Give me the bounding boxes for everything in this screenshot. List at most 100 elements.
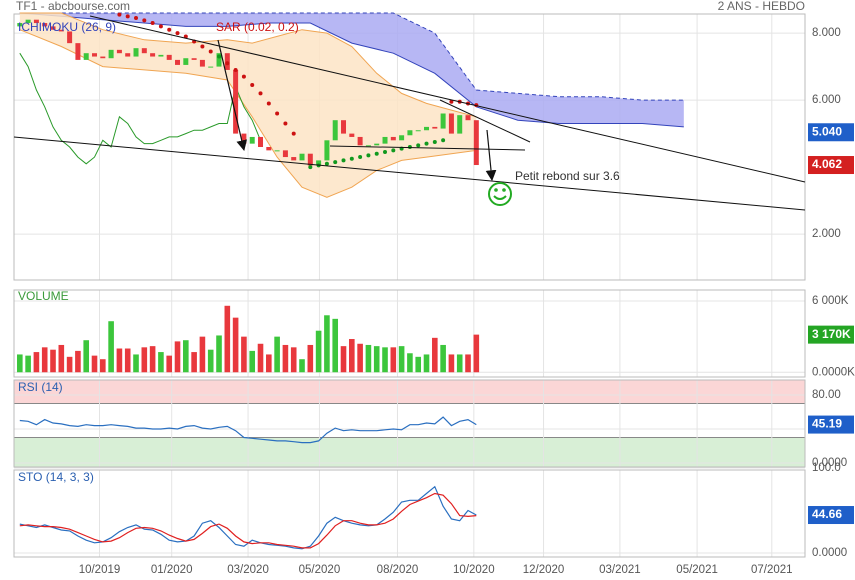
sar-dot — [134, 16, 139, 21]
last-value-label: 45.19 — [812, 417, 842, 431]
sar-dot — [349, 156, 354, 161]
candle — [349, 133, 355, 137]
last-value-box — [808, 156, 854, 175]
candle — [399, 135, 405, 141]
sar-dot — [432, 139, 437, 144]
candle — [158, 54, 164, 57]
volume-bar — [207, 349, 214, 373]
volume-bar — [249, 350, 256, 373]
candle — [125, 53, 131, 57]
drawings — [13, 15, 806, 211]
volume-bar — [349, 339, 355, 373]
volume-bar — [365, 344, 372, 373]
sar-dot — [158, 24, 163, 29]
candle — [75, 43, 81, 60]
sar-dot — [449, 99, 454, 104]
volume-bar — [266, 354, 272, 373]
candle — [141, 48, 147, 54]
trend-line — [329, 145, 526, 151]
candle — [282, 150, 288, 158]
chart-subtitle: 2 ANS - HEBDO — [718, 0, 805, 13]
sar-dot — [208, 49, 213, 54]
volume-bar — [290, 347, 297, 373]
sar-dot — [258, 91, 263, 96]
candle — [133, 48, 139, 57]
candle — [241, 133, 247, 144]
candle — [258, 136, 264, 147]
volume-bar — [25, 355, 31, 373]
bollinger-band-upper — [19, 12, 477, 118]
volume-bar — [456, 354, 463, 373]
panel-title: VOLUME — [18, 289, 69, 303]
candle — [424, 126, 430, 131]
candle — [17, 23, 23, 27]
last-value-label: 3 170K — [812, 327, 851, 341]
y-tick-label: 0.0000K — [812, 366, 855, 378]
candle — [183, 58, 189, 65]
candle — [448, 113, 454, 134]
volume-bar — [407, 353, 413, 373]
ichimoku-cloud-lower — [19, 12, 684, 128]
bollinger-band-area — [19, 12, 477, 198]
volume-bar — [332, 318, 339, 373]
candle — [108, 49, 114, 59]
candle — [407, 130, 413, 136]
volume-bar — [166, 355, 173, 373]
volume-bar — [149, 346, 156, 373]
candle — [365, 145, 371, 147]
volume-bar — [83, 340, 90, 373]
sar-dot — [275, 111, 280, 116]
candle — [208, 66, 214, 68]
x-tick-label: 07/2021 — [751, 564, 793, 576]
candle — [357, 136, 363, 146]
sar-dot — [125, 14, 130, 19]
y-tick-label: 0.0000 — [812, 457, 847, 469]
candle — [316, 160, 322, 166]
indicator-label: SAR (0.02, 0.2) — [216, 20, 299, 34]
panel-frame — [13, 289, 806, 378]
volume-bar — [382, 347, 388, 373]
candle — [116, 49, 122, 54]
candle — [374, 143, 380, 146]
volume-bar — [91, 355, 98, 373]
volume-bar — [324, 315, 330, 373]
volume-bar — [41, 347, 48, 373]
indicator-label: ICHIMOKU (26, 9) — [18, 20, 116, 34]
candle — [440, 113, 446, 129]
volume-bar — [50, 349, 56, 373]
volume-bar — [357, 343, 363, 373]
ichimoku-cloud-upper — [19, 12, 684, 101]
last-value-box — [808, 325, 854, 344]
volume-bar — [199, 336, 206, 373]
volume-bar — [133, 354, 139, 373]
x-tick-label: 01/2020 — [151, 564, 193, 576]
sar-dot — [383, 150, 388, 155]
indicator-line — [19, 416, 477, 444]
y-tick-label: 0.0000 — [812, 547, 847, 559]
candle — [274, 150, 280, 152]
candle — [465, 115, 471, 121]
volume-bar — [241, 336, 247, 373]
volume-bar — [340, 346, 347, 373]
volume-bar — [58, 344, 65, 373]
volume-bar — [116, 348, 123, 373]
volume-bar — [33, 352, 40, 373]
volume-bar — [141, 347, 148, 373]
candle — [83, 53, 89, 60]
sar-dot — [175, 31, 180, 36]
sar-dot — [358, 155, 363, 160]
sar-dot — [250, 83, 255, 88]
sar-dot — [117, 12, 122, 17]
sar-dot — [333, 160, 338, 165]
candle — [33, 19, 39, 24]
sar-dot — [441, 138, 446, 143]
volume-bar — [174, 341, 181, 373]
candle — [25, 19, 31, 24]
panel-frame — [13, 379, 806, 468]
volume-bar — [257, 343, 264, 373]
sar-dot — [217, 54, 222, 59]
x-tick-label: 03/2020 — [227, 564, 269, 576]
y-tick-label: 100.0 — [812, 462, 841, 474]
volume-bar — [100, 359, 106, 373]
